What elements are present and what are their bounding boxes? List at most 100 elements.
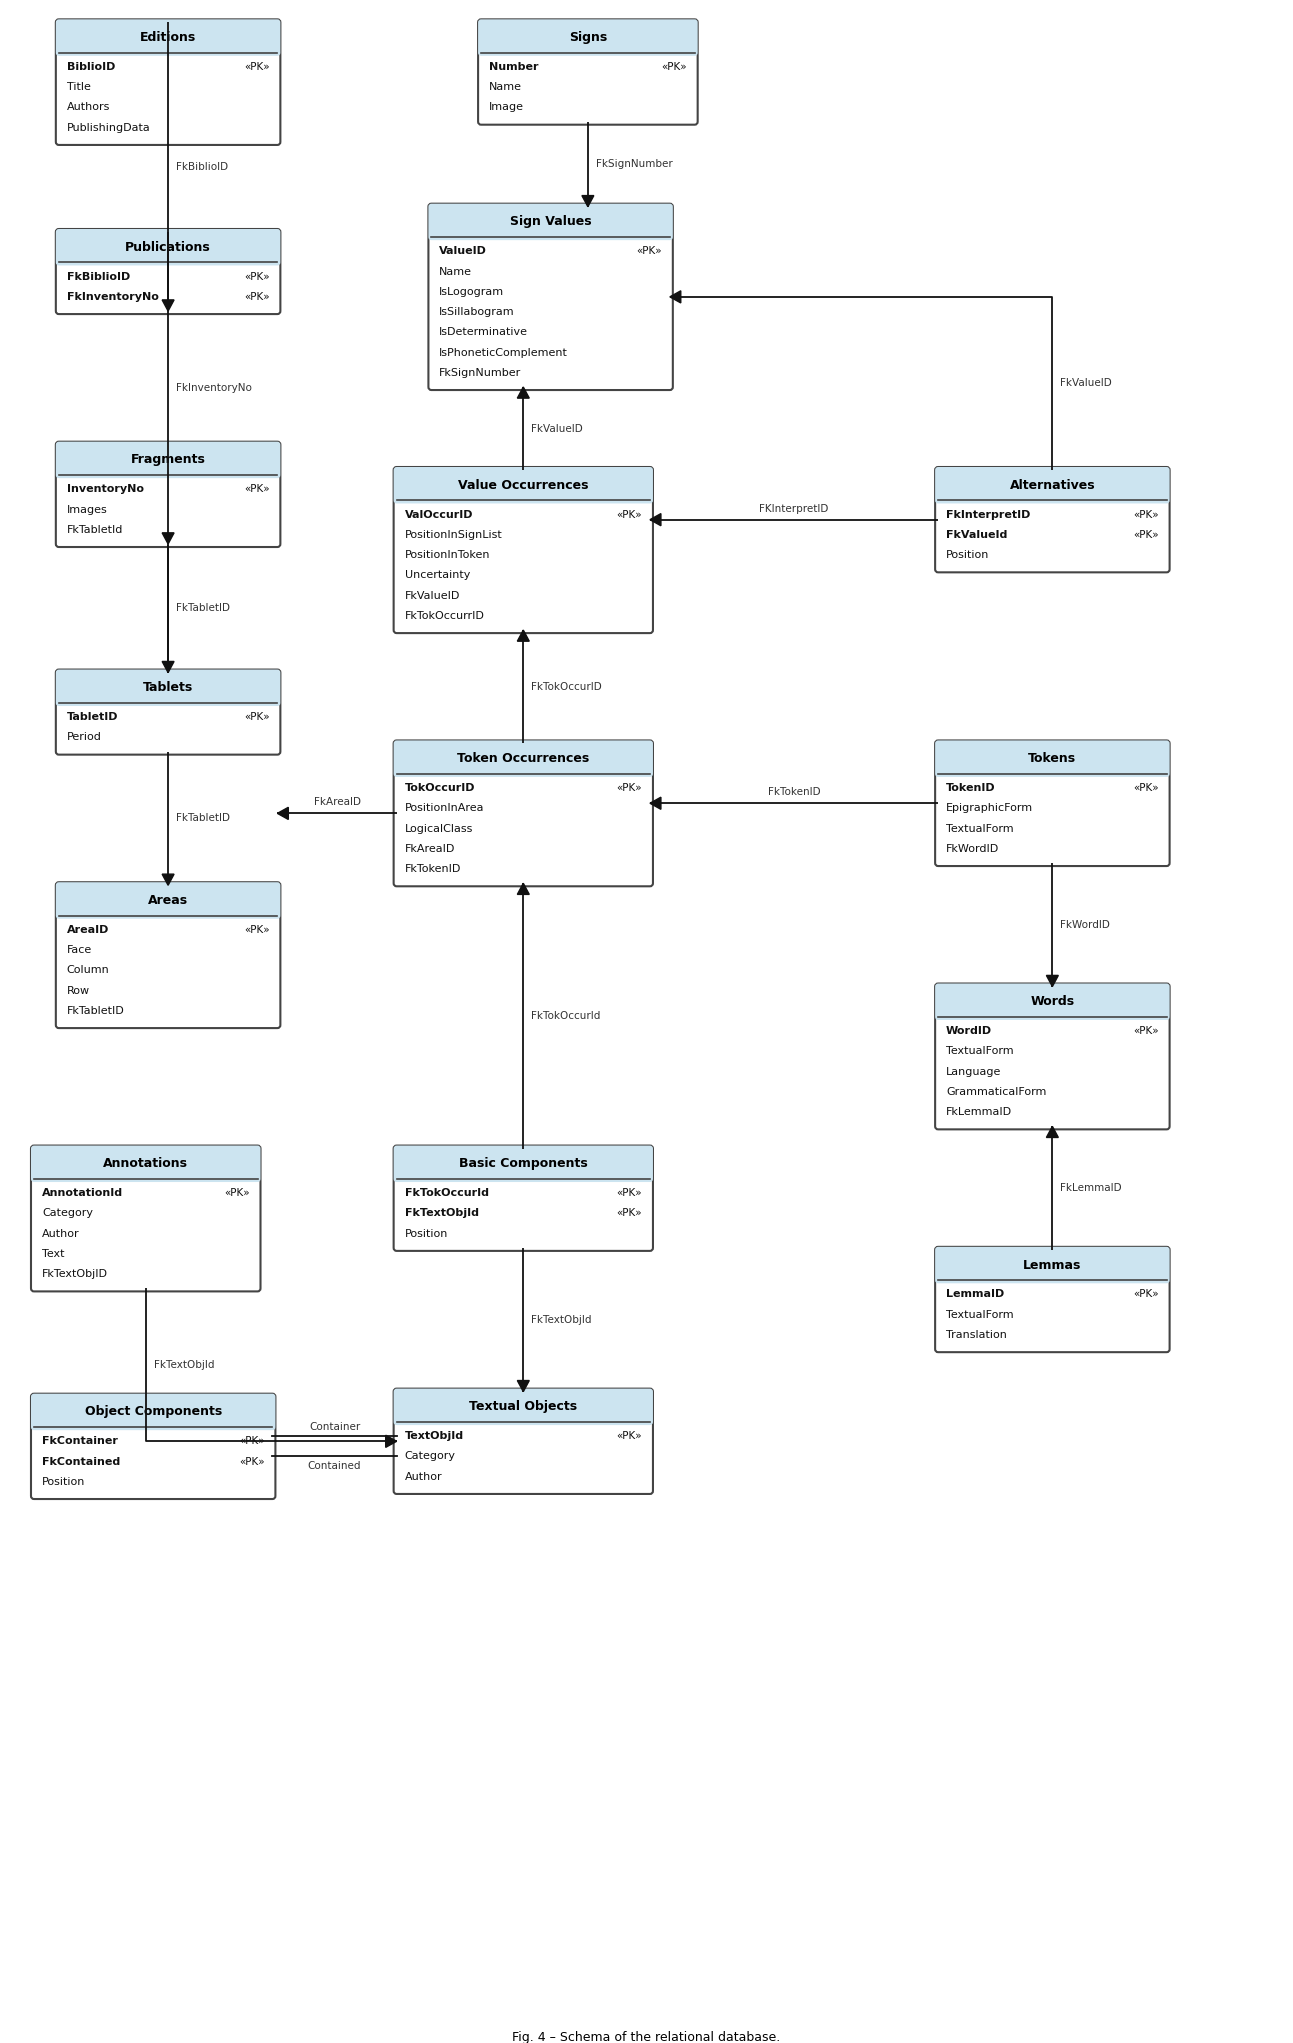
FancyBboxPatch shape	[31, 1393, 275, 1430]
FancyBboxPatch shape	[56, 18, 281, 145]
Text: «PK»: «PK»	[617, 782, 643, 793]
Text: «PK»: «PK»	[244, 292, 269, 302]
Text: Areas: Areas	[147, 895, 189, 907]
FancyBboxPatch shape	[56, 18, 281, 55]
Text: Column: Column	[67, 966, 110, 975]
Text: Number: Number	[489, 61, 538, 72]
Text: Author: Author	[41, 1228, 80, 1238]
Polygon shape	[650, 513, 661, 525]
Text: Period: Period	[67, 733, 102, 742]
Text: «PK»: «PK»	[244, 61, 269, 72]
Text: TextualForm: TextualForm	[946, 823, 1014, 834]
Text: Value Occurrences: Value Occurrences	[458, 478, 588, 492]
Text: FkTextObjId: FkTextObjId	[405, 1207, 478, 1218]
Text: ValOccurID: ValOccurID	[405, 509, 473, 519]
Text: IsDeterminative: IsDeterminative	[440, 327, 529, 337]
Text: Words: Words	[1031, 995, 1074, 1009]
Text: FkValueId: FkValueId	[946, 529, 1007, 539]
Text: «PK»: «PK»	[617, 1432, 643, 1440]
Text: FkValueID: FkValueID	[405, 590, 460, 601]
Text: Author: Author	[405, 1471, 442, 1481]
Text: FkTokOccurrID: FkTokOccurrID	[405, 611, 485, 621]
Bar	[59, 255, 277, 262]
Polygon shape	[650, 797, 661, 809]
Text: «PK»: «PK»	[617, 509, 643, 519]
Text: IsLogogram: IsLogogram	[440, 286, 504, 296]
Text: Lemmas: Lemmas	[1023, 1258, 1081, 1271]
Text: «PK»: «PK»	[636, 247, 662, 255]
FancyBboxPatch shape	[393, 1146, 653, 1250]
Polygon shape	[517, 629, 529, 642]
Bar	[939, 768, 1165, 774]
FancyBboxPatch shape	[393, 1146, 653, 1183]
Text: TextObjId: TextObjId	[405, 1432, 464, 1440]
FancyBboxPatch shape	[56, 229, 281, 266]
FancyBboxPatch shape	[935, 1246, 1170, 1352]
Bar	[59, 470, 277, 476]
Text: FkTabletId: FkTabletId	[67, 525, 123, 535]
Text: AnnotationId: AnnotationId	[41, 1189, 123, 1197]
Text: FkTokenID: FkTokenID	[768, 787, 820, 797]
FancyBboxPatch shape	[935, 468, 1170, 503]
Text: Fig. 4 – Schema of the relational database.: Fig. 4 – Schema of the relational databa…	[512, 2031, 781, 2043]
Bar	[35, 1173, 256, 1179]
Text: Image: Image	[489, 102, 524, 112]
FancyBboxPatch shape	[393, 740, 653, 776]
Text: FkAreaID: FkAreaID	[405, 844, 455, 854]
Text: FkTokOccurId: FkTokOccurId	[405, 1189, 489, 1197]
Text: FkTextObjID: FkTextObjID	[41, 1269, 107, 1279]
Text: TextualForm: TextualForm	[946, 1046, 1014, 1056]
Text: Position: Position	[405, 1228, 447, 1238]
Bar	[482, 47, 693, 53]
Text: FkInventoryNo: FkInventoryNo	[176, 382, 252, 392]
FancyBboxPatch shape	[428, 204, 672, 241]
Text: Category: Category	[405, 1451, 455, 1461]
Polygon shape	[385, 1436, 397, 1446]
Bar	[398, 1173, 649, 1179]
FancyBboxPatch shape	[935, 983, 1170, 1019]
Text: Object Components: Object Components	[84, 1406, 222, 1418]
Text: Signs: Signs	[569, 31, 606, 45]
Text: FkValueID: FkValueID	[1060, 378, 1112, 388]
Text: FkTokOccurId: FkTokOccurId	[531, 1011, 601, 1022]
Text: Sign Values: Sign Values	[509, 215, 591, 229]
Text: «PK»: «PK»	[1133, 509, 1159, 519]
Polygon shape	[517, 1381, 529, 1391]
Text: «PK»: «PK»	[661, 61, 687, 72]
FancyBboxPatch shape	[935, 468, 1170, 572]
Polygon shape	[1046, 975, 1059, 987]
Bar	[432, 231, 668, 237]
Text: FkSignNumber: FkSignNumber	[440, 368, 521, 378]
Text: Publications: Publications	[125, 241, 211, 253]
Text: Textual Objects: Textual Objects	[469, 1399, 578, 1414]
FancyBboxPatch shape	[935, 1246, 1170, 1283]
Text: PositionInToken: PositionInToken	[405, 550, 490, 560]
Text: «PK»: «PK»	[617, 1207, 643, 1218]
Polygon shape	[582, 196, 593, 206]
Text: FkContained: FkContained	[41, 1457, 120, 1467]
Bar	[398, 1416, 649, 1422]
Text: PositionInArea: PositionInArea	[405, 803, 484, 813]
Text: FkSignNumber: FkSignNumber	[596, 159, 672, 170]
FancyBboxPatch shape	[935, 740, 1170, 866]
Text: FkWordID: FkWordID	[946, 844, 999, 854]
FancyBboxPatch shape	[56, 883, 281, 919]
Text: FkTabletID: FkTabletID	[67, 1005, 124, 1015]
Bar	[939, 1275, 1165, 1281]
Text: FkWordID: FkWordID	[1060, 919, 1111, 930]
Text: FkInventoryNo: FkInventoryNo	[67, 292, 159, 302]
Text: Position: Position	[41, 1477, 85, 1487]
FancyBboxPatch shape	[393, 468, 653, 633]
FancyBboxPatch shape	[56, 883, 281, 1028]
FancyBboxPatch shape	[393, 1389, 653, 1426]
Bar	[59, 909, 277, 915]
Text: Row: Row	[67, 985, 91, 995]
Text: Uncertainty: Uncertainty	[405, 570, 469, 580]
Bar	[398, 494, 649, 501]
Text: FkValueID: FkValueID	[531, 423, 583, 433]
Text: TokenID: TokenID	[946, 782, 996, 793]
Text: IsPhoneticComplement: IsPhoneticComplement	[440, 347, 568, 358]
Text: Position: Position	[946, 550, 989, 560]
Polygon shape	[517, 883, 529, 895]
FancyBboxPatch shape	[393, 740, 653, 887]
